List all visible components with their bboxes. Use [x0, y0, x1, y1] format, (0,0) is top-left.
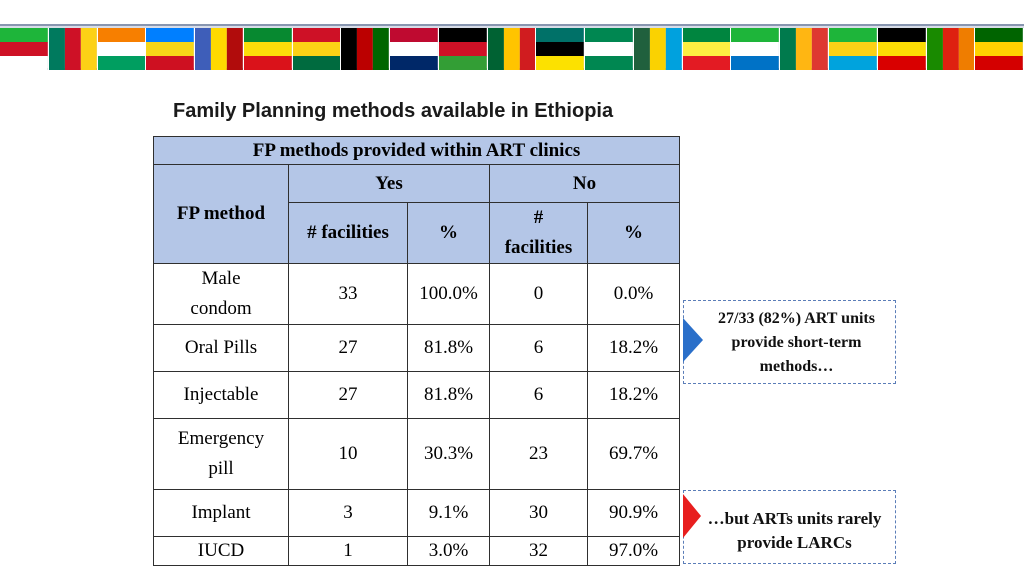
fp-methods-table: FP methods provided within ART clinics F… [152, 136, 681, 566]
page-title: Family Planning methods available in Eth… [173, 100, 614, 122]
no-count-cell: 6 [489, 371, 588, 419]
subheader-no-facilities: # facilities [489, 202, 588, 264]
yes-count-cell: 27 [288, 324, 408, 372]
no-count-cell: 23 [489, 418, 588, 490]
col-header-no: No [488, 164, 681, 203]
no-pct-cell: 69.7% [586, 418, 681, 490]
flag-mozambique-icon [536, 28, 586, 70]
yes-pct-cell: 3.0% [407, 536, 490, 566]
yes-count-cell: 1 [288, 536, 408, 566]
method-cell: IUCD [153, 536, 289, 566]
flag-south-africa-icon [780, 28, 830, 70]
flag-senegal-icon [682, 28, 732, 70]
yes-count-cell: 3 [288, 489, 408, 537]
flag-sierra-leone-icon [731, 28, 781, 70]
table-row: Emergency pill 10 30.3% 23 69.7% [153, 418, 681, 490]
yes-count-cell: 33 [288, 263, 408, 325]
table-row: IUCD 1 3.0% 32 97.0% [153, 536, 681, 566]
method-cell: Oral Pills [153, 324, 289, 372]
flag-mauritania-icon [487, 28, 537, 70]
table-row: Male condom 33 100.0% 0 0.0% [153, 263, 681, 325]
red-arrow-icon [683, 494, 701, 538]
flag-burundi-icon [0, 28, 49, 70]
col-header-yes: Yes [288, 164, 490, 203]
flag-cote-divoire-icon [97, 28, 147, 70]
flag-liberia-icon [390, 28, 439, 70]
no-pct-cell: 18.2% [586, 324, 681, 372]
col-header-method: FP method [153, 164, 289, 264]
no-count-cell: 32 [489, 536, 588, 566]
no-count-cell: 0 [489, 263, 588, 325]
no-pct-cell: 97.0% [586, 536, 681, 566]
table-row: Oral Pills 27 81.8% 6 18.2% [153, 324, 681, 372]
flag-banner [0, 24, 1024, 70]
subheader-yes-facilities: # facilities [288, 202, 408, 264]
table-row: Implant 3 9.1% 30 90.9% [153, 489, 681, 537]
flag-uganda-icon [877, 28, 927, 70]
callout-short-term: 27/33 (82%) ART units provide short-term… [683, 300, 896, 384]
method-cell: Implant [153, 489, 289, 537]
callout-larc: …but ARTs units rarely provide LARCs [683, 490, 896, 564]
subheader-no-facilities-label: facilities [504, 237, 573, 258]
flag-zimbabwe-icon [975, 28, 1024, 70]
method-cell: Male condom [153, 263, 289, 325]
table-main-header: FP methods provided within ART clinics [152, 136, 681, 165]
method-cell: Emergency pill [153, 418, 289, 490]
yes-pct-cell: 9.1% [407, 489, 490, 537]
flag-malawi-icon [438, 28, 488, 70]
yes-pct-cell: 81.8% [407, 324, 490, 372]
table-row: Injectable 27 81.8% 6 18.2% [153, 371, 681, 419]
flag-ethiopia-icon [243, 28, 293, 70]
no-pct-cell: 18.2% [586, 371, 681, 419]
subheader-no-pct: % [586, 202, 681, 264]
flag-kenya-icon [341, 28, 391, 70]
yes-pct-cell: 81.8% [407, 371, 490, 419]
method-cell: Injectable [153, 371, 289, 419]
yes-pct-cell: 30.3% [407, 418, 490, 490]
flag-row [0, 28, 1024, 70]
no-pct-cell: 0.0% [586, 263, 681, 325]
no-count-cell: 6 [489, 324, 588, 372]
yes-count-cell: 10 [288, 418, 408, 490]
flag-nigeria-icon [585, 28, 634, 70]
flag-cameroon-icon [48, 28, 98, 70]
flag-tanzania-icon [829, 28, 878, 70]
flag-drc-icon [146, 28, 196, 70]
no-count-cell: 30 [489, 489, 588, 537]
blue-arrow-icon [683, 318, 703, 362]
no-pct-cell: 90.9% [586, 489, 681, 537]
flag-rwanda-icon [633, 28, 683, 70]
subheader-yes-pct: % [407, 202, 490, 264]
flag-eswatini-icon [195, 28, 244, 70]
subheader-no-hash: # [533, 207, 544, 228]
yes-pct-cell: 100.0% [407, 263, 490, 325]
flag-ghana-icon [292, 28, 342, 70]
flag-zambia-icon [926, 28, 976, 70]
yes-count-cell: 27 [288, 371, 408, 419]
